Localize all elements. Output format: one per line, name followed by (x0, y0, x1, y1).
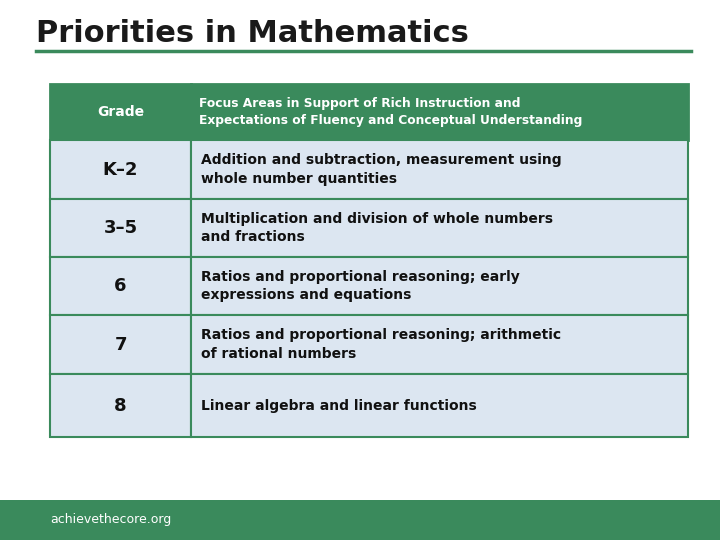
Text: 3–5: 3–5 (104, 219, 138, 237)
Bar (191, 257, 688, 315)
Text: 7: 7 (114, 335, 127, 354)
Bar (191, 140, 688, 199)
Text: Linear algebra and linear functions: Linear algebra and linear functions (201, 399, 477, 413)
Bar (191, 315, 688, 374)
Text: Addition and subtraction, measurement using
whole number quantities: Addition and subtraction, measurement us… (201, 153, 562, 186)
Text: 8: 8 (114, 396, 127, 415)
Bar (50, 140, 191, 199)
Text: Priorities in Mathematics: Priorities in Mathematics (36, 19, 469, 48)
Text: K–2: K–2 (103, 160, 138, 179)
Text: Focus Areas in Support of Rich Instruction and
Expectations of Fluency and Conce: Focus Areas in Support of Rich Instructi… (199, 97, 582, 127)
Bar (0, 500, 720, 540)
Bar (50, 315, 191, 374)
Bar (50, 257, 191, 315)
Bar (50, 84, 191, 140)
Bar (191, 84, 688, 140)
Bar (191, 374, 688, 437)
Text: Ratios and proportional reasoning; early
expressions and equations: Ratios and proportional reasoning; early… (201, 270, 520, 302)
Text: Grade: Grade (97, 105, 144, 119)
Bar (50, 199, 191, 257)
Text: achievethecore.org: achievethecore.org (50, 513, 171, 526)
Text: Ratios and proportional reasoning; arithmetic
of rational numbers: Ratios and proportional reasoning; arith… (201, 328, 561, 361)
Text: 6: 6 (114, 277, 127, 295)
Text: Multiplication and division of whole numbers
and fractions: Multiplication and division of whole num… (201, 212, 553, 244)
Bar (191, 199, 688, 257)
Bar (50, 374, 191, 437)
